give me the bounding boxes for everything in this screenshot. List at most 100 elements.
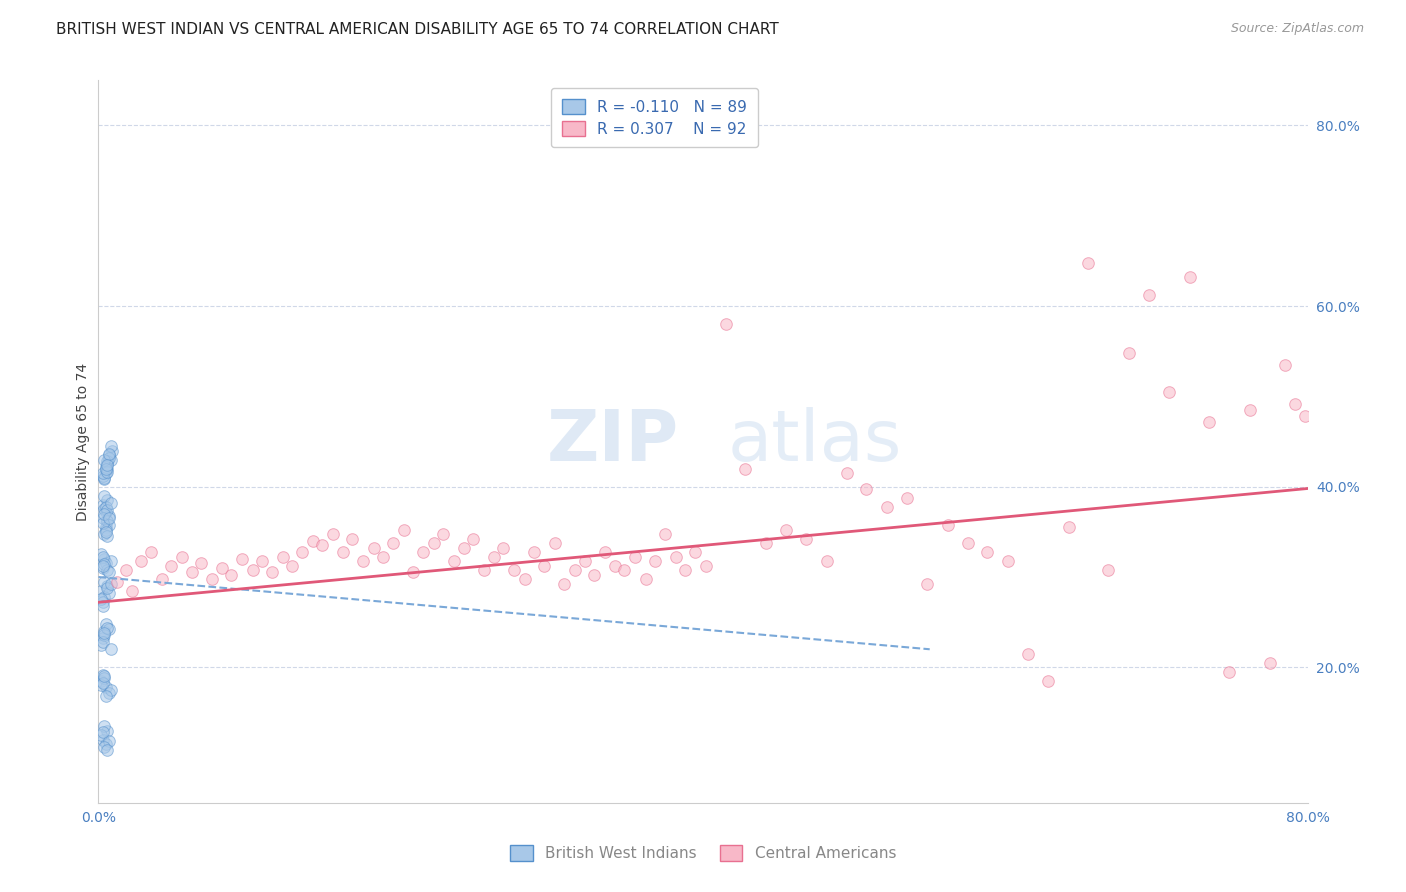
Point: [94, 466, 117, 480]
Point: [93, 671, 115, 685]
Point: [221, 568, 243, 582]
Point: [91, 667, 114, 681]
Point: [94, 524, 117, 539]
Point: [423, 535, 446, 549]
Point: [1218, 665, 1240, 679]
Point: [98, 447, 121, 461]
Point: [1284, 396, 1306, 410]
Point: [432, 526, 454, 541]
Point: [605, 559, 627, 574]
Point: [96, 723, 118, 738]
Point: [311, 538, 333, 552]
Point: [90, 638, 112, 652]
Point: [484, 550, 506, 565]
Point: [93, 473, 115, 487]
Point: [1178, 270, 1201, 285]
Point: [673, 563, 696, 577]
Point: [503, 563, 526, 577]
Point: [412, 545, 434, 559]
Point: [96, 503, 118, 517]
Point: [291, 545, 314, 559]
Point: [96, 457, 118, 471]
Point: [1137, 288, 1160, 302]
Point: [93, 624, 115, 639]
Point: [896, 491, 918, 505]
Point: [98, 623, 121, 637]
Legend: British West Indians, Central Americans: British West Indians, Central Americans: [503, 839, 903, 867]
Point: [96, 461, 118, 475]
Point: [302, 533, 325, 548]
Point: [876, 500, 898, 514]
Point: [98, 508, 121, 523]
Point: [96, 458, 118, 472]
Point: [93, 526, 115, 541]
Point: [976, 545, 998, 559]
Point: [100, 554, 122, 568]
Point: [100, 452, 122, 467]
Point: [96, 514, 118, 528]
Point: [382, 535, 405, 549]
Point: [453, 541, 475, 555]
Point: [91, 595, 114, 609]
Point: [94, 461, 117, 475]
Point: [90, 548, 112, 562]
Point: [94, 523, 117, 537]
Point: [94, 690, 117, 704]
Point: [96, 621, 118, 635]
Point: [91, 498, 114, 512]
Point: [211, 561, 233, 575]
Point: [402, 566, 425, 580]
Point: [574, 554, 596, 568]
Point: [160, 559, 183, 574]
Point: [90, 728, 112, 742]
Point: [91, 550, 114, 565]
Point: [1157, 384, 1180, 399]
Point: [634, 572, 657, 586]
Point: [250, 554, 273, 568]
Point: [93, 719, 115, 733]
Point: [835, 466, 858, 480]
Point: [91, 516, 114, 530]
Point: [201, 572, 224, 586]
Point: [915, 577, 938, 591]
Point: [936, 517, 959, 532]
Point: [94, 500, 117, 514]
Point: [1017, 647, 1039, 661]
Point: [91, 632, 114, 646]
Point: [544, 535, 567, 549]
Point: [242, 563, 264, 577]
Text: atlas: atlas: [727, 407, 901, 476]
Point: [98, 586, 121, 600]
Point: [170, 550, 193, 565]
Point: [342, 532, 364, 546]
Point: [181, 566, 204, 580]
Point: [956, 535, 979, 549]
Point: [96, 454, 118, 468]
Point: [101, 443, 124, 458]
Point: [94, 557, 117, 571]
Point: [593, 545, 616, 559]
Point: [91, 559, 114, 574]
Point: [271, 550, 294, 565]
Point: [231, 552, 253, 566]
Point: [90, 583, 112, 598]
Point: [714, 317, 737, 331]
Point: [624, 550, 647, 565]
Point: [533, 559, 555, 574]
Point: [93, 669, 115, 683]
Point: [100, 642, 122, 657]
Point: [141, 545, 163, 559]
Point: [93, 739, 115, 754]
Text: ZIP: ZIP: [547, 407, 679, 476]
Point: [1258, 656, 1281, 670]
Point: [96, 579, 118, 593]
Point: [93, 489, 115, 503]
Point: [96, 743, 118, 757]
Point: [105, 574, 128, 589]
Point: [794, 532, 817, 546]
Point: [363, 541, 385, 555]
Text: BRITISH WEST INDIAN VS CENTRAL AMERICAN DISABILITY AGE 65 TO 74 CORRELATION CHAR: BRITISH WEST INDIAN VS CENTRAL AMERICAN …: [56, 22, 779, 37]
Point: [472, 563, 495, 577]
Point: [98, 448, 121, 462]
Point: [553, 577, 575, 591]
